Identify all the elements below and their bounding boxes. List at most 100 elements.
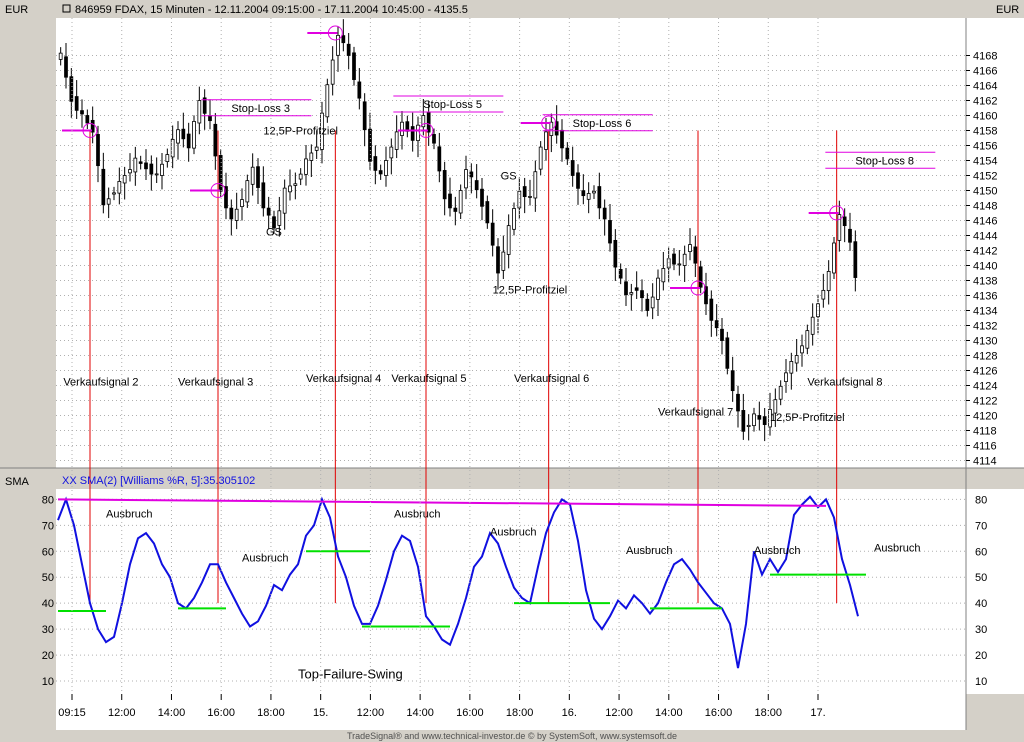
candle-body [512,208,516,230]
candle-body [501,251,506,271]
candle-body [357,81,362,99]
time-axis-label: 16. [562,707,577,719]
time-axis-label: 18:00 [257,707,285,719]
chart-title: 846959 FDAX, 15 Minuten - 12.11.2004 09:… [75,4,468,16]
candle-body [336,34,340,56]
candle-body [154,173,159,176]
candle-body [138,161,143,164]
williams-r-sma-line [57,495,859,669]
candle-body [96,134,100,167]
candle-body [677,263,682,266]
indicator-annotation: Ausbruch [490,527,536,539]
indicator-left-axis-label: 60 [42,546,54,558]
price-axis-label: 4142 [973,246,997,258]
candle-body [320,112,324,150]
indicator-annotation: Ausbruch [106,509,152,521]
time-axis-label: 14:00 [158,707,186,719]
time-axis-label: 14:00 [406,707,434,719]
candle-body [192,121,196,149]
price-axis-label: 4150 [973,186,997,198]
candle-body [234,208,239,221]
time-axis-label: 17. [810,707,825,719]
candle-body [528,196,532,198]
candle-body [90,119,95,133]
price-annotation: Stop-Loss 8 [855,155,914,167]
candle-body [522,186,527,198]
candle-body [714,320,719,329]
candle-body [608,220,612,244]
candle-body [384,160,388,176]
indicator-trend-line [57,498,827,507]
price-annotation: 12,5P-Profitziel [770,412,845,424]
candle-body [400,121,404,136]
candle-body [709,298,714,321]
candle-body [293,183,298,186]
price-annotation: Verkaufsignal 5 [391,373,466,385]
candle-body [725,337,730,369]
candle-body [176,129,180,144]
candle-body [720,328,724,341]
candle-body [613,239,618,268]
time-axis-label: 15. [313,707,328,719]
indicator-annotation: Ausbruch [754,545,800,557]
indicator-left-axis-label: 50 [42,572,54,584]
candle-body [848,228,852,243]
left-currency-label: EUR [5,4,28,16]
price-axis-label: 4136 [973,291,997,303]
candle-body [266,207,271,216]
price-axis-label: 4164 [973,81,997,93]
candle-body [80,110,84,115]
candle-body [453,207,458,212]
candle-body [378,170,383,175]
candle-body [181,128,186,140]
candle-body [229,207,234,220]
price-axis-label: 4130 [973,336,997,348]
candle-body [442,170,447,200]
candle-body [837,214,842,241]
price-axis-label: 4148 [973,201,997,213]
candle-body [458,190,463,214]
candle-body [197,100,202,124]
price-annotation: GS [266,227,282,239]
candle-body [69,76,74,102]
candle-body [517,190,522,209]
price-axis-label: 4154 [973,156,997,168]
candle-body [618,269,623,279]
time-axis-label: 14:00 [655,707,683,719]
candle-body [656,277,660,300]
candle-body [853,241,858,278]
price-axis-label: 4124 [973,381,997,393]
candle-body [437,146,442,172]
candle-body [672,253,676,265]
candle-body [730,370,735,392]
candle-body [149,163,154,175]
price-annotation: Stop-Loss 5 [423,99,482,111]
price-axis-label: 4138 [973,276,997,288]
candle-body [218,155,223,192]
time-axis-band [56,694,966,730]
candle-body [426,112,431,133]
candle-body [736,393,740,412]
indicator-panel-right-scale [966,489,1024,694]
price-axis-label: 4122 [973,396,997,408]
candle-body [186,133,191,149]
price-annotation: Verkaufsignal 2 [63,377,138,389]
time-axis-label: 18:00 [755,707,783,719]
window-menu-icon[interactable] [62,4,71,13]
candle-body [778,385,783,400]
candle-body [304,158,308,175]
indicator-right-axis-label: 40 [975,598,987,610]
candle-body [624,281,628,296]
candle-body [208,115,212,122]
candle-body [85,115,90,124]
candle-body [757,415,762,420]
indicator-right-axis-label: 20 [975,650,987,662]
candle-body [773,399,778,414]
indicator-right-axis-label: 60 [975,546,987,558]
indicator-annotation: Ausbruch [626,545,672,557]
candle-body [373,156,378,171]
candle-body [629,292,634,295]
candle-body [752,413,756,427]
time-axis-label: 16:00 [456,707,484,719]
